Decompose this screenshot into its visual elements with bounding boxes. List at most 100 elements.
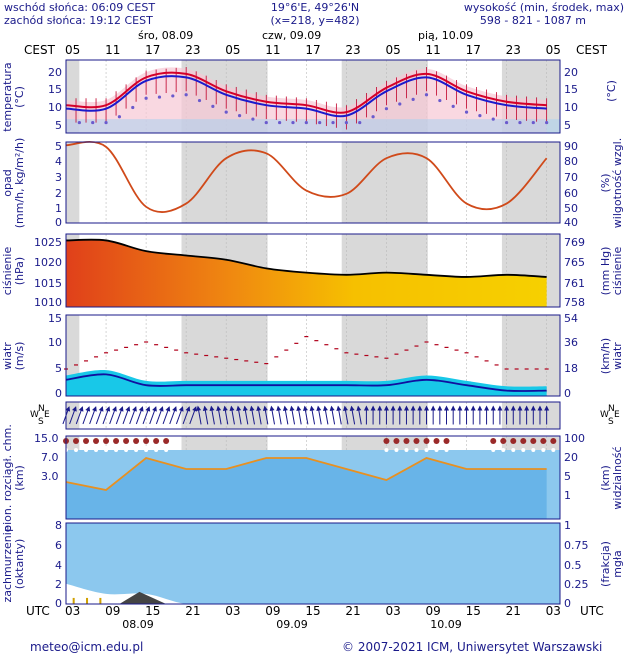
cloud-layer-dot	[123, 438, 130, 444]
tick-label: 3.0	[41, 470, 59, 483]
wind-arrow	[289, 405, 296, 425]
panel-border	[65, 435, 561, 520]
bottom-hour-label: 15	[305, 604, 321, 618]
wind-arrow	[109, 406, 117, 425]
tick-label: 0	[55, 597, 62, 610]
cloud-layer-dot	[153, 438, 160, 444]
cloud-base-dot	[434, 448, 439, 452]
cloudcover-area	[66, 583, 547, 605]
bottom-hour-label: 21	[505, 604, 521, 618]
wind-arrow	[129, 406, 137, 425]
tick-label: 80	[564, 155, 578, 168]
temp-dot	[411, 97, 415, 101]
wind-arrow	[236, 405, 242, 425]
tick-label: 0	[55, 387, 62, 400]
cloud-layer-dot	[163, 438, 170, 444]
cloud-base-dot	[414, 448, 419, 452]
panel-bg	[66, 142, 560, 223]
panel-border	[65, 522, 561, 605]
tick-label: 5	[55, 362, 62, 375]
day-label: pią, 10.09	[418, 29, 474, 42]
cloud-layer-dot	[510, 438, 517, 444]
wind-arrow	[383, 405, 389, 425]
tz-label-left: CEST	[24, 43, 55, 57]
tz-label-right: CEST	[576, 43, 607, 57]
cloud-base-dot	[114, 448, 119, 452]
tick-label: 10	[564, 101, 578, 114]
pressure-line	[65, 238, 547, 278]
temp-dot	[464, 110, 469, 114]
wind-ylabel-left: wiatr (m/s)	[1, 341, 26, 370]
visibility-line	[65, 457, 547, 491]
panel-border	[65, 314, 561, 397]
wind-arrow	[397, 405, 403, 425]
temp-dot	[131, 105, 135, 110]
temp-dot	[91, 120, 95, 125]
wind-arrow	[282, 405, 289, 425]
cloud-layer-dot	[413, 438, 420, 444]
wind-arrow	[504, 405, 510, 425]
wind-arrow	[403, 405, 409, 425]
date-label: 10.09	[430, 618, 462, 631]
top-hour-label: 17	[465, 43, 481, 57]
wind-arrow	[102, 406, 111, 425]
temp-dot	[518, 120, 522, 125]
cloud-base-dot	[384, 448, 389, 452]
cloud-base-dot	[531, 448, 536, 452]
wind-arrow	[410, 405, 416, 425]
bottom-hour-label: 15	[465, 604, 481, 618]
humidity-line	[65, 141, 548, 213]
temp-dot	[331, 120, 335, 125]
top-hour-label: 05	[225, 43, 241, 57]
cloud-base-dot	[491, 448, 496, 452]
utc-label-right: UTC	[580, 604, 604, 618]
temp-dot	[491, 117, 495, 121]
night-band	[341, 142, 428, 223]
wind-arrow	[477, 405, 483, 425]
wind-arrow	[276, 405, 282, 425]
wind-arrow	[490, 405, 496, 425]
cloud-layer-dot	[113, 438, 120, 444]
top-hour-label: 17	[305, 43, 321, 57]
temp-dot	[224, 110, 228, 114]
tick-label: 36	[564, 336, 578, 349]
temp-dot	[438, 98, 442, 103]
temp-dot	[545, 120, 549, 125]
temp-dot	[451, 104, 455, 108]
cloud-layer-dot	[530, 438, 537, 444]
cloud-layer-dot	[93, 438, 100, 444]
tick-label: 1	[55, 202, 62, 215]
temp-dot	[398, 102, 402, 106]
utc-label-left: UTC	[26, 604, 50, 618]
tick-label: 40	[564, 216, 578, 229]
wind-arrow	[242, 405, 249, 425]
wind-arrow	[356, 405, 362, 425]
night-band	[501, 402, 560, 429]
cloudcover-sky	[66, 523, 560, 604]
tick-label: 1010	[34, 296, 62, 309]
cloud-base-dot	[551, 448, 556, 452]
fog-ylabel-right: (frakcja) mgła	[599, 540, 624, 587]
wind-arrow	[444, 405, 450, 425]
wind-arrow	[517, 405, 523, 425]
bottom-hour-label: 09	[265, 604, 281, 618]
compass-s: S	[608, 417, 614, 427]
bottom-hour-label: 21	[345, 604, 361, 618]
precip-bar	[99, 597, 102, 604]
temp-dot	[117, 115, 122, 119]
wind-arrow	[510, 405, 516, 425]
tick-label: 8	[55, 519, 62, 532]
top-hour-label: 23	[505, 43, 521, 57]
grid-text: (x=218, y=482)	[270, 14, 360, 27]
cloud-layer-dot	[433, 438, 440, 444]
night-band	[181, 142, 268, 223]
footer-email[interactable]: meteo@icm.edu.pl	[30, 640, 144, 654]
temp-dot	[197, 98, 202, 103]
cloud-layer-dot	[443, 438, 450, 444]
bottom-hour-label: 09	[105, 604, 121, 618]
temp-dot	[291, 120, 295, 125]
top-hour-label: 05	[65, 43, 81, 57]
wind-arrow	[269, 405, 276, 425]
tick-label: 0.75	[564, 539, 589, 552]
